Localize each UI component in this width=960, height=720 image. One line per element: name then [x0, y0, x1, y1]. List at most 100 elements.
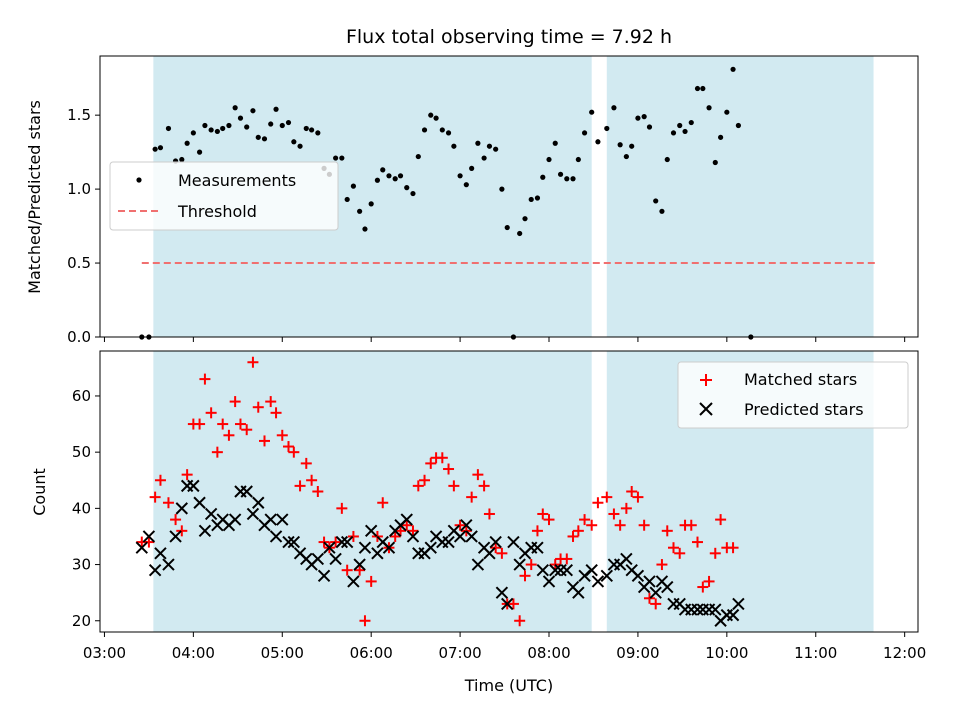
predicted-star-point: [269, 530, 283, 543]
matched-star-point: [626, 486, 638, 497]
measurement-point: [309, 127, 315, 133]
predicted-star-point: [204, 507, 218, 521]
predicted-star-point: [661, 580, 674, 594]
measurement-point: [397, 173, 404, 179]
predicted-star-point: [169, 530, 182, 543]
predicted-star-point: [620, 552, 633, 566]
measurement-point: [493, 146, 499, 152]
matched-star-point: [211, 446, 223, 458]
x-tick-label: 09:00: [616, 644, 659, 662]
matched-star-point: [586, 519, 598, 531]
matched-star-point: [567, 530, 579, 542]
top-panel: 0.0 0.5 1.0 1.5 Matched/Predicted stars Mea…: [25, 55, 919, 346]
matched-star-point: [638, 519, 650, 531]
y-tick-label: 0.5: [67, 254, 91, 272]
matched-star-point: [217, 418, 229, 430]
measurement-point: [659, 208, 665, 214]
top-legend-box: [109, 161, 339, 231]
y-tick-label: 1.0: [67, 180, 91, 198]
predicted-star-point: [732, 597, 745, 611]
measurement-point: [617, 142, 623, 148]
predicted-star-point: [135, 541, 148, 554]
measurement-point: [350, 183, 357, 189]
measurement-point: [165, 125, 172, 132]
matched-star-point: [412, 480, 424, 492]
y-tick-label: 1.5: [67, 106, 91, 124]
measurement-point: [297, 143, 303, 149]
predicted-star-point: [501, 597, 514, 611]
matched-star-point: [330, 536, 342, 548]
measurement-point: [540, 174, 546, 180]
predicted-star-point: [507, 535, 520, 549]
legend-predicted-label: Predicted stars: [744, 400, 864, 419]
measurement-point: [730, 66, 736, 72]
matched-star-point: [154, 474, 166, 486]
measurement-point: [433, 115, 439, 121]
measurement-point: [469, 165, 475, 171]
measurement-point: [694, 85, 701, 92]
measurement-point: [499, 186, 505, 192]
predicted-star-point: [264, 513, 277, 526]
measurement-point: [528, 196, 534, 203]
matched-star-point: [389, 530, 401, 542]
matched-star-point: [697, 581, 709, 593]
predicted-star-point: [347, 575, 360, 588]
measurement-point: [386, 173, 392, 179]
predicted-star-point: [317, 569, 331, 583]
measurement-point: [688, 119, 694, 126]
measurement-point: [268, 121, 274, 127]
matched-star-point: [247, 356, 259, 368]
predicted-star-point: [406, 530, 420, 543]
measurement-point: [214, 128, 220, 135]
measurement-point: [457, 173, 463, 179]
matched-star-point: [265, 396, 277, 408]
legend-matched-marker: [700, 374, 712, 386]
matched-star-point: [507, 598, 519, 610]
matched-star-point: [661, 525, 673, 537]
measurement-point: [421, 127, 428, 133]
measurement-point: [664, 156, 670, 163]
measurement-point: [362, 226, 368, 232]
matched-star-point: [276, 429, 288, 441]
measurement-point: [718, 134, 724, 140]
matched-star-point: [282, 441, 294, 453]
predicted-star-point: [536, 563, 549, 577]
measurement-point: [368, 201, 374, 207]
predicted-star-point: [335, 535, 349, 549]
predicted-star-point: [560, 563, 574, 577]
matched-star-point: [341, 564, 353, 576]
predicted-star-point: [585, 563, 598, 577]
predicted-star-point: [175, 502, 189, 515]
x-tick-label: 10:00: [705, 644, 748, 662]
measurement-point: [220, 125, 226, 132]
measurement-point: [250, 108, 256, 114]
measurement-point: [232, 105, 238, 111]
matched-star-point: [448, 480, 460, 492]
top-x-ticks: [103, 337, 906, 342]
measurement-point: [504, 224, 510, 231]
measurement-point: [604, 125, 610, 132]
matched-star-point: [312, 486, 324, 497]
y-tick-label: 60: [72, 387, 91, 405]
matched-star-point: [715, 514, 727, 526]
x-tick-label: 11:00: [794, 644, 837, 662]
matched-star-point: [300, 457, 312, 469]
matched-star-point: [149, 491, 161, 503]
predicted-star-point: [353, 558, 366, 571]
predicted-star-point: [600, 569, 614, 583]
matched-star-point: [234, 418, 246, 430]
measurement-point: [475, 140, 481, 146]
measurement-point: [595, 139, 601, 145]
measurement-point: [392, 176, 398, 182]
matched-star-point: [407, 525, 419, 537]
matched-star-point: [359, 615, 371, 627]
measurement-point: [380, 167, 386, 173]
predicted-star-point: [187, 479, 200, 493]
matched-star-point: [199, 373, 211, 385]
matched-star-point: [614, 519, 626, 531]
matched-star-point: [170, 514, 182, 526]
matched-star-point: [419, 474, 431, 486]
bottom-axes-frame: [99, 350, 919, 633]
measurement-point: [445, 130, 452, 136]
